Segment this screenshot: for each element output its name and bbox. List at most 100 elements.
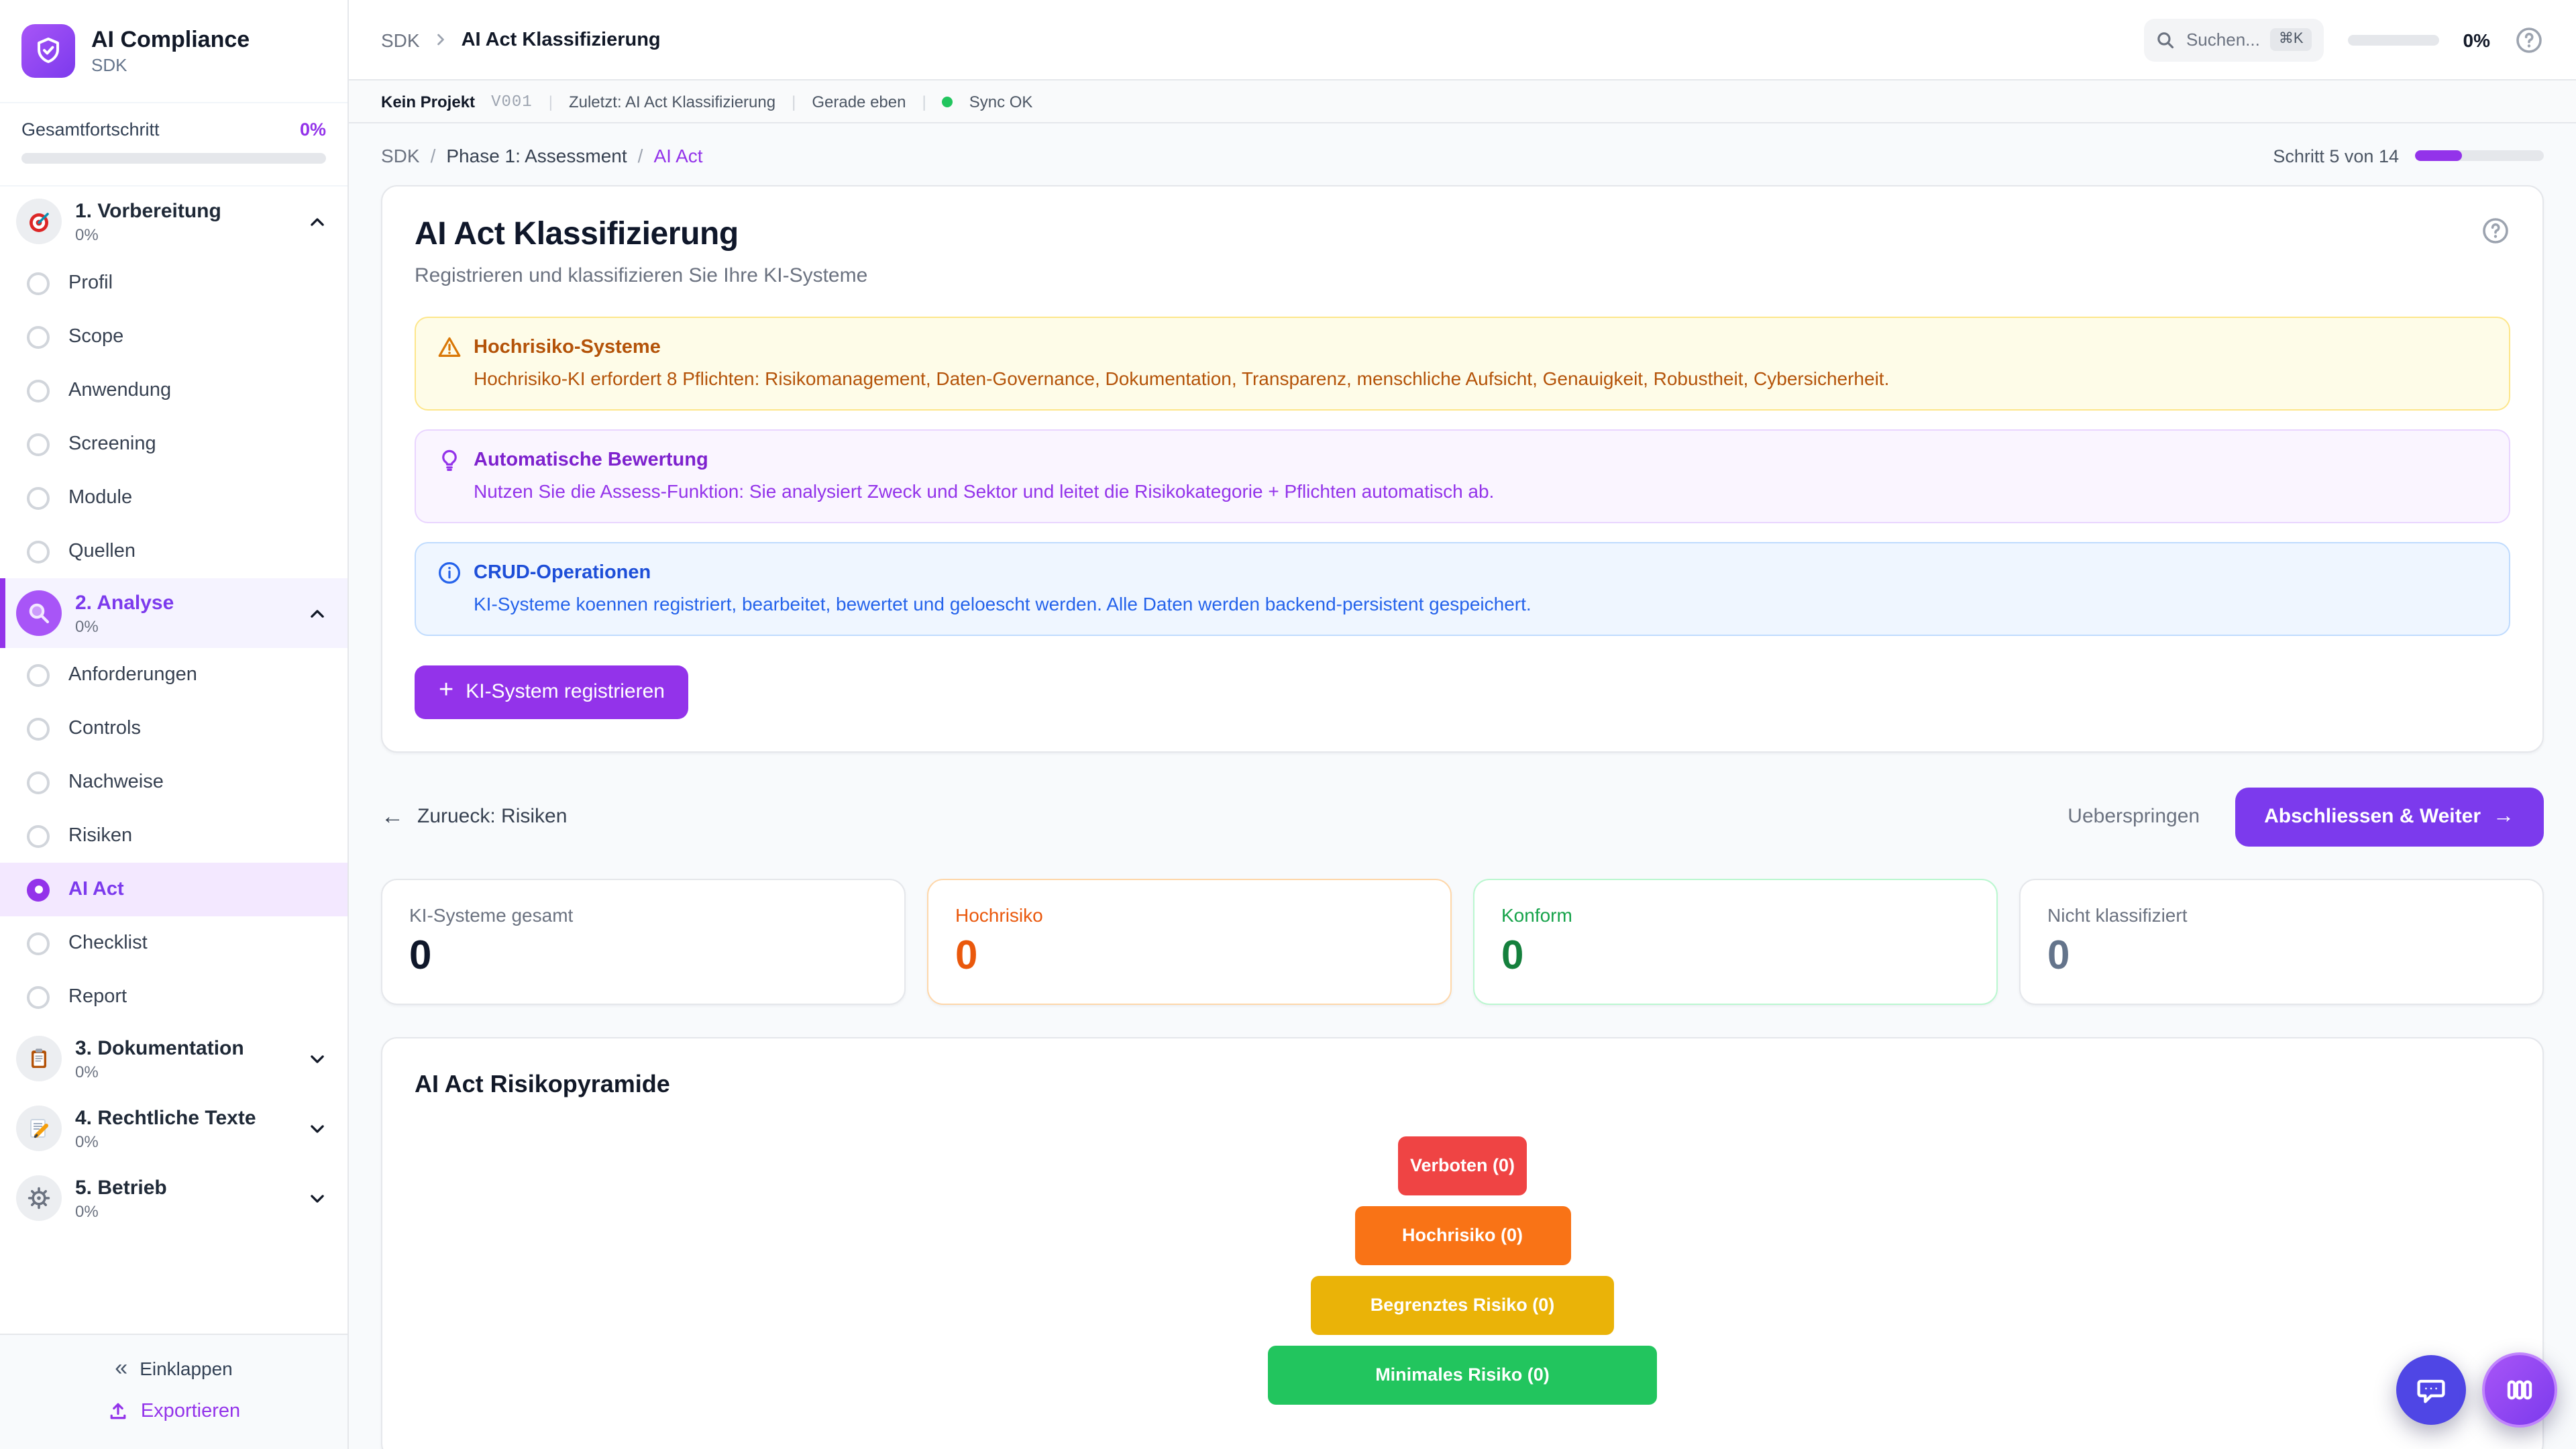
step-indicator: Schritt 5 von 14: [2273, 146, 2544, 166]
section-label: 3. Dokumentation: [75, 1036, 244, 1059]
sidebar-item-controls[interactable]: Controls: [0, 702, 347, 755]
stat-value: 0: [2047, 933, 2070, 978]
sidebar-item-anwendung[interactable]: Anwendung: [0, 364, 347, 417]
step-progress-bar: [2415, 150, 2544, 161]
finish-next-button[interactable]: Abschliessen & Weiter →: [2235, 787, 2544, 847]
main-area: SDK AI Act Klassifizierung Suchen... ⌘K: [349, 0, 2576, 1449]
breadcrumb-current: AI Act Klassifizierung: [461, 29, 661, 50]
stat-label: KI-Systeme gesamt: [409, 904, 574, 926]
arrow-left-icon: ←: [381, 803, 404, 829]
memo-icon: [16, 1106, 62, 1151]
warning-icon: [437, 335, 462, 360]
divider: |: [792, 92, 796, 111]
sidebar-section-betrieb[interactable]: 5. Betrieb 0%: [0, 1163, 347, 1233]
content: SDK / Phase 1: Assessment / AI Act Schri…: [349, 123, 2576, 1449]
overall-progress: Gesamtfortschritt 0%: [0, 102, 347, 186]
sidebar-item-checklist[interactable]: Checklist: [0, 916, 347, 970]
chat-fab[interactable]: [2396, 1355, 2466, 1425]
overall-progress-bar: [21, 153, 326, 164]
section-label: 4. Rechtliche Texte: [75, 1106, 256, 1129]
breadcrumb-root[interactable]: SDK: [381, 29, 420, 50]
project-name: Kein Projekt: [381, 92, 476, 111]
sidebar-item-nachweise[interactable]: Nachweise: [0, 755, 347, 809]
pyramid-level-hochrisiko: Hochrisiko (0): [1354, 1205, 1570, 1265]
board-fab[interactable]: [2482, 1352, 2557, 1428]
overall-progress-value: 0%: [299, 119, 326, 140]
wizard-nav: ← Zurueck: Risiken Ueberspringen Abschli…: [381, 787, 2544, 847]
stat-card-total: KI-Systeme gesamt 0: [381, 878, 906, 1005]
chevron-up-icon: [309, 604, 326, 622]
chevron-right-icon: [433, 32, 448, 47]
stats-row: KI-Systeme gesamt 0 Hochrisiko 0 Konform…: [381, 878, 2544, 1005]
search-icon: [2157, 30, 2176, 49]
back-button[interactable]: ← Zurueck: Risiken: [381, 803, 568, 829]
stat-card-unclassified: Nicht klassifiziert 0: [2019, 878, 2544, 1005]
stat-card-high-risk: Hochrisiko 0: [927, 878, 1452, 1005]
chevron-up-icon: [309, 213, 326, 230]
page-title: AI Act Klassifizierung: [415, 216, 739, 252]
risk-pyramid: Verboten (0) Hochrisiko (0) Begrenztes R…: [415, 1136, 2510, 1405]
radio-checked: [27, 878, 50, 901]
radio-unchecked: [27, 985, 50, 1008]
alert-high-risk: Hochrisiko-Systeme Hochrisiko-KI erforde…: [415, 317, 2510, 411]
radio-unchecked: [27, 379, 50, 402]
divider: |: [922, 92, 926, 111]
risk-pyramid-card: AI Act Risikopyramide Verboten (0) Hochr…: [381, 1036, 2544, 1449]
sidebar-item-quellen[interactable]: Quellen: [0, 525, 347, 578]
collapse-button[interactable]: « Einklappen: [115, 1355, 233, 1381]
sidebar-item-risiken[interactable]: Risiken: [0, 809, 347, 863]
topbar-breadcrumb: SDK AI Act Klassifizierung: [381, 29, 661, 50]
page-breadcrumb-root[interactable]: SDK: [381, 145, 420, 166]
sidebar-item-anforderungen[interactable]: Anforderungen: [0, 648, 347, 702]
sidebar-nav: 1. Vorbereitung 0% Profil Scope Anwendun…: [0, 186, 347, 1334]
topbar-progress-bar: [2347, 34, 2439, 45]
double-chevron-left-icon: «: [115, 1355, 128, 1381]
radio-unchecked: [27, 663, 50, 686]
radio-unchecked: [27, 771, 50, 794]
last-sync-time: Gerade eben: [812, 92, 906, 111]
radio-unchecked: [27, 540, 50, 563]
sidebar-section-dokumentation[interactable]: 3. Dokumentation 0%: [0, 1024, 347, 1093]
stat-label: Nicht klassifiziert: [2047, 904, 2188, 926]
section-progress: 0%: [75, 1201, 99, 1220]
help-icon[interactable]: [2514, 25, 2544, 54]
chevron-down-icon: [309, 1050, 326, 1067]
alert-body: KI-Systeme koennen registriert, bearbeit…: [474, 592, 1532, 614]
sidebar-item-module[interactable]: Module: [0, 471, 347, 525]
sidebar-section-vorbereitung[interactable]: 1. Vorbereitung 0%: [0, 186, 347, 256]
sidebar-item-screening[interactable]: Screening: [0, 417, 347, 471]
radio-unchecked: [27, 325, 50, 348]
info-icon: [437, 561, 462, 585]
app-subtitle: SDK: [91, 55, 127, 76]
clipboard-icon: [16, 1036, 62, 1081]
card-help-icon[interactable]: [2481, 216, 2510, 246]
sidebar-header: AI Compliance SDK: [0, 0, 347, 102]
radio-unchecked: [27, 824, 50, 847]
section-progress: 0%: [75, 225, 99, 244]
sidebar-section-rechtliche-texte[interactable]: 4. Rechtliche Texte 0%: [0, 1093, 347, 1163]
sync-status-label: Sync OK: [969, 92, 1033, 111]
step-label: Schritt 5 von 14: [2273, 146, 2399, 166]
sidebar-item-scope[interactable]: Scope: [0, 310, 347, 364]
export-button[interactable]: Exportieren: [0, 1401, 347, 1422]
alert-body: Nutzen Sie die Assess-Funktion: Sie anal…: [474, 480, 1495, 502]
stat-card-konform: Konform 0: [1473, 878, 1998, 1005]
topbar-progress-value: 0%: [2463, 29, 2490, 50]
section-progress: 0%: [75, 616, 99, 635]
sidebar-item-report[interactable]: Report: [0, 970, 347, 1024]
sidebar-item-profil[interactable]: Profil: [0, 256, 347, 310]
section-label: 2. Analyse: [75, 591, 174, 614]
stat-value: 0: [1501, 933, 1524, 978]
register-system-button[interactable]: + KI-System registrieren: [415, 665, 689, 719]
skip-button[interactable]: Ueberspringen: [2068, 805, 2200, 828]
shield-check-icon: [32, 35, 64, 67]
sidebar-item-ai-act[interactable]: AI Act: [0, 863, 347, 916]
search-button[interactable]: Suchen... ⌘K: [2144, 18, 2324, 61]
target-icon: [16, 199, 62, 244]
sidebar-footer: « Einklappen Exportieren: [0, 1334, 347, 1449]
page-breadcrumb-phase[interactable]: Phase 1: Assessment: [446, 145, 627, 166]
sidebar-section-analyse[interactable]: 2. Analyse 0%: [0, 578, 347, 648]
page-breadcrumb-current: AI Act: [653, 145, 703, 166]
stat-label: Hochrisiko: [955, 904, 1043, 926]
